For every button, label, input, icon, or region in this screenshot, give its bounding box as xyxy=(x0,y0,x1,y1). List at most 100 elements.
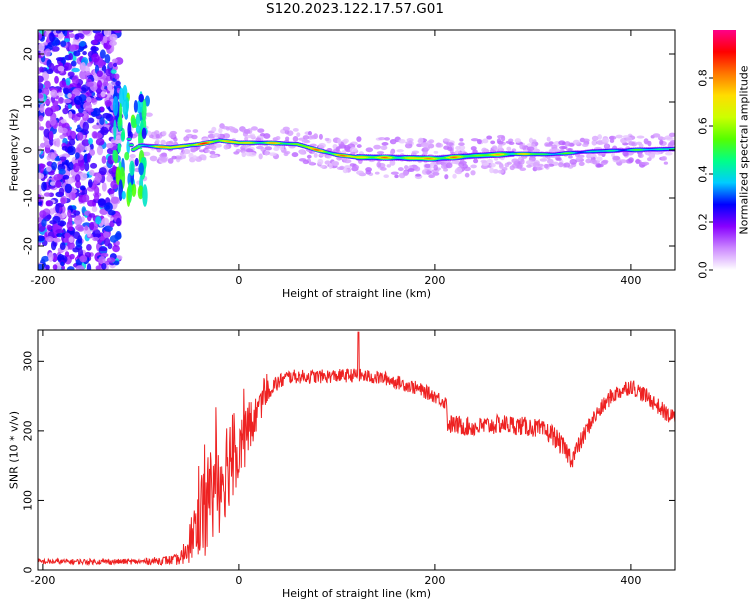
noise-cell xyxy=(100,91,106,98)
noise-cell xyxy=(74,174,81,183)
noise-cell xyxy=(113,30,122,33)
noise-cell xyxy=(45,120,51,129)
transition-cell xyxy=(119,103,123,126)
ridge-cell xyxy=(133,147,139,150)
halo-cell xyxy=(490,162,496,168)
noise-cell xyxy=(114,57,124,65)
halo-cell xyxy=(543,163,549,169)
halo-cell xyxy=(458,145,466,151)
noise-cell xyxy=(89,169,95,176)
spectrogram-y-tick-label: -10 xyxy=(22,189,35,207)
noise-cell xyxy=(61,145,68,151)
ridge-cell xyxy=(135,146,141,148)
spectrogram-x-tick-label: 400 xyxy=(620,274,641,287)
snr-y-tick-label: 200 xyxy=(22,420,35,441)
halo-cell xyxy=(299,149,305,155)
noise-cell xyxy=(74,181,82,188)
snr-x-axis-label: Height of straight line (km) xyxy=(282,587,431,600)
halo-cell xyxy=(356,170,365,175)
halo-cell xyxy=(296,132,301,137)
noise-cell xyxy=(58,187,65,197)
halo-cell xyxy=(209,150,216,155)
ridge-cell xyxy=(126,138,132,140)
noise-cell xyxy=(52,100,59,107)
noise-cell xyxy=(63,62,73,71)
noise-cell xyxy=(59,80,67,88)
colorbar-tick-label: 0.4 xyxy=(697,165,710,183)
noise-cell xyxy=(104,202,113,212)
noise-cell xyxy=(94,32,104,43)
halo-cell xyxy=(628,141,636,146)
halo-cell xyxy=(636,141,643,145)
noise-cell xyxy=(89,221,95,231)
noise-cell xyxy=(46,224,52,231)
noise-cell xyxy=(112,58,118,63)
transition-cell xyxy=(126,140,131,155)
noise-cell xyxy=(102,112,112,119)
halo-cell xyxy=(182,148,191,155)
halo-cell xyxy=(396,149,404,153)
noise-cell xyxy=(115,240,121,246)
snr-x-tick-label: -200 xyxy=(30,574,55,587)
noise-cell xyxy=(54,75,59,84)
halo-cell xyxy=(426,170,431,175)
halo-cell xyxy=(342,138,349,144)
transition-cell xyxy=(137,185,144,200)
halo-cell xyxy=(243,129,251,135)
halo-cell xyxy=(494,161,502,165)
halo-cell xyxy=(514,138,522,144)
noise-cell xyxy=(89,143,94,151)
halo-cell xyxy=(192,129,199,133)
halo-cell xyxy=(155,133,160,139)
halo-cell xyxy=(201,156,207,161)
noise-cell xyxy=(38,184,42,194)
halo-cell xyxy=(668,132,675,138)
halo-cell xyxy=(455,167,463,173)
halo-cell xyxy=(342,168,349,174)
halo-cell xyxy=(525,160,534,165)
halo-cell xyxy=(591,139,598,146)
noise-cell xyxy=(55,137,61,148)
halo-cell xyxy=(374,171,380,175)
noise-cell xyxy=(85,81,94,87)
noise-cell xyxy=(38,75,44,83)
halo-cell xyxy=(422,150,428,156)
noise-cell xyxy=(43,128,50,138)
halo-cell xyxy=(619,159,627,164)
halo-cell xyxy=(292,128,299,132)
noise-cell xyxy=(94,185,100,196)
colorbar-label: Normalized spectral amplitude xyxy=(738,65,750,234)
noise-cell xyxy=(103,231,110,238)
noise-cell xyxy=(45,200,51,207)
noise-cell xyxy=(105,68,113,77)
noise-cell xyxy=(107,210,116,216)
noise-cell xyxy=(59,242,66,250)
halo-cell xyxy=(310,134,317,139)
noise-cell xyxy=(68,52,74,61)
noise-cell xyxy=(96,80,103,89)
noise-cell xyxy=(38,82,44,90)
noise-cell xyxy=(95,216,102,225)
noise-cell xyxy=(71,67,80,73)
noise-cell xyxy=(41,255,50,262)
halo-cell xyxy=(497,134,505,139)
noise-cell xyxy=(76,112,84,118)
noise-cell xyxy=(88,137,93,145)
halo-cell xyxy=(426,140,432,144)
ridge-cell xyxy=(672,148,675,150)
noise-cell xyxy=(82,110,88,119)
snr-x-tick-label: 200 xyxy=(424,574,445,587)
noise-cell xyxy=(39,126,45,131)
halo-cell xyxy=(601,138,610,143)
noise-cell xyxy=(82,51,87,56)
halo-cell xyxy=(582,138,590,143)
noise-cell xyxy=(49,32,55,43)
spectrogram-y-tick-label: 0 xyxy=(22,147,35,154)
halo-cell xyxy=(532,139,537,143)
noise-cell xyxy=(53,237,61,243)
halo-cell xyxy=(647,140,652,147)
noise-cell xyxy=(82,194,90,203)
halo-cell xyxy=(250,126,258,131)
halo-cell xyxy=(569,158,578,165)
halo-cell xyxy=(526,146,535,151)
